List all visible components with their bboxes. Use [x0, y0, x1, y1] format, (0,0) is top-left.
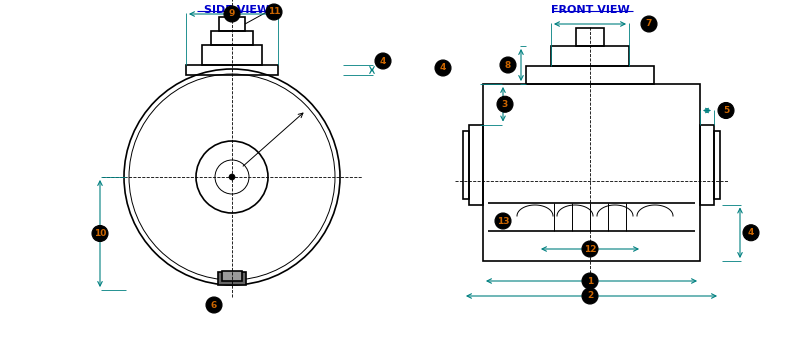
Bar	[700, 125, 714, 205]
Text: 5: 5	[723, 106, 729, 115]
Bar	[551, 46, 629, 66]
Circle shape	[266, 4, 282, 20]
Bar	[526, 66, 654, 84]
Bar	[469, 125, 483, 205]
Text: 10: 10	[94, 229, 106, 238]
Bar	[219, 17, 245, 31]
Bar	[202, 45, 262, 65]
Circle shape	[743, 225, 759, 241]
Bar	[483, 84, 700, 261]
Text: 13: 13	[497, 216, 509, 225]
Text: SIDE VIEW: SIDE VIEW	[204, 5, 270, 15]
Circle shape	[92, 225, 108, 242]
Bar	[218, 272, 246, 285]
Circle shape	[229, 174, 235, 180]
Text: 4: 4	[380, 57, 386, 66]
Text: 6: 6	[211, 300, 217, 310]
Text: 9: 9	[228, 9, 235, 18]
Text: 8: 8	[505, 60, 511, 69]
Circle shape	[641, 16, 657, 32]
Text: 4: 4	[748, 228, 754, 237]
Bar	[222, 271, 242, 281]
Circle shape	[497, 96, 513, 112]
Text: 3: 3	[502, 100, 508, 109]
Text: 4: 4	[440, 64, 446, 73]
Text: 7: 7	[646, 20, 652, 29]
Text: 11: 11	[268, 7, 280, 16]
Circle shape	[224, 6, 240, 22]
Circle shape	[435, 60, 451, 76]
Circle shape	[582, 241, 598, 257]
Text: 1: 1	[587, 276, 593, 285]
Text: 12: 12	[584, 245, 596, 253]
Circle shape	[500, 57, 516, 73]
Circle shape	[718, 103, 734, 119]
Bar	[186, 65, 278, 75]
Bar	[463, 131, 469, 199]
Circle shape	[582, 273, 598, 289]
Circle shape	[375, 53, 391, 69]
Circle shape	[582, 288, 598, 304]
Bar	[211, 31, 253, 45]
Bar	[576, 28, 604, 46]
Bar	[714, 131, 720, 199]
Circle shape	[206, 297, 222, 313]
Text: 2: 2	[587, 291, 593, 300]
Circle shape	[495, 213, 511, 229]
Text: FRONT VIEW: FRONT VIEW	[551, 5, 629, 15]
